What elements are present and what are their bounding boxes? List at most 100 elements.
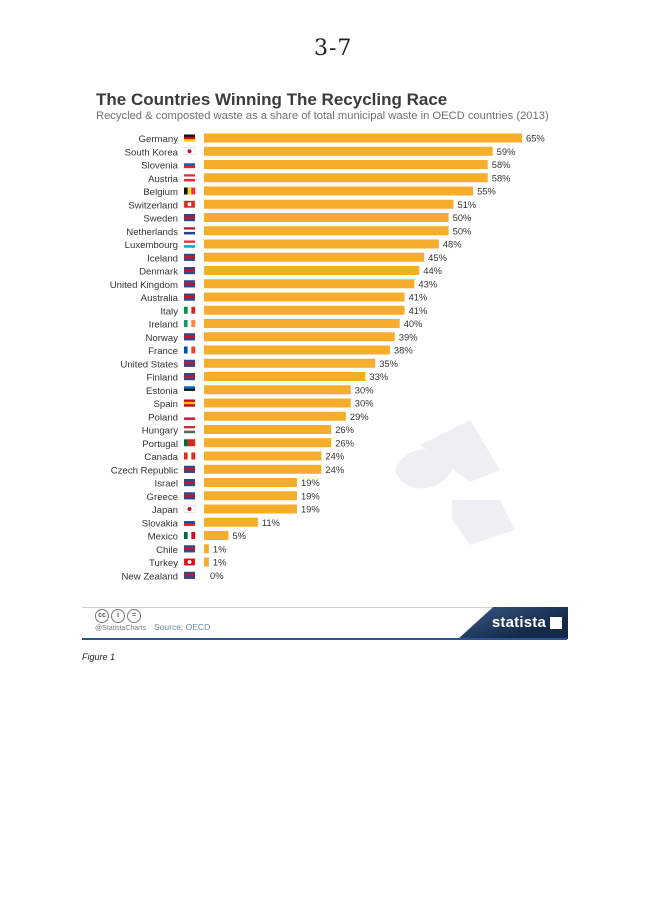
bar-row: Greece 19% (147, 490, 320, 503)
category-label: Japan (152, 505, 178, 516)
category-label: Belgium (143, 187, 178, 198)
statista-logo-text: statista (491, 614, 546, 631)
bar (204, 133, 522, 143)
bar-row: New Zealand 0% (121, 570, 223, 583)
chart-subtitle: Recycled & composted waste as a share of… (96, 110, 549, 122)
bar-row: Czech Republic 24% (111, 464, 344, 477)
bar (204, 226, 449, 236)
value-label: 24% (325, 464, 344, 475)
bar-row: France 38% (148, 345, 413, 358)
switzerland-flag-icon (183, 200, 196, 208)
category-label: Chile (156, 545, 178, 556)
bar (204, 292, 405, 302)
belgium-flag-icon (184, 187, 196, 195)
bar-row: Israel 19% (155, 477, 320, 490)
bar-row: Slovenia 58% (141, 159, 510, 172)
value-label: 45% (428, 252, 447, 263)
slovenia-flag-icon (184, 161, 195, 169)
bar-row: Netherlands 50% (126, 225, 471, 238)
bar (204, 544, 209, 554)
category-label: Israel (155, 479, 178, 490)
bar (204, 319, 400, 328)
bar-row: Finland 33% (147, 371, 389, 384)
bar (204, 491, 297, 501)
bar-row: South Korea 59% (125, 146, 516, 159)
bar-row: Estonia 30% (146, 384, 374, 397)
bar (204, 252, 425, 262)
value-label: 5% (232, 530, 246, 541)
value-label: 58% (492, 159, 511, 170)
bar-row: Sweden 50% (143, 212, 471, 225)
value-label: 44% (423, 265, 442, 276)
category-label: South Korea (125, 147, 179, 158)
bar (204, 478, 297, 487)
category-label: Portugal (142, 439, 178, 450)
statista-handle: @StatistaCharts (95, 625, 147, 632)
bar-row: United States 35% (120, 358, 398, 371)
category-label: Iceland (147, 253, 178, 264)
netherlands-flag-icon (184, 227, 195, 235)
value-label: 26% (335, 437, 354, 448)
bar (204, 464, 322, 474)
value-label: 55% (477, 186, 496, 197)
value-label: 0% (210, 570, 224, 581)
bar-row: Slovakia 11% (142, 517, 280, 530)
footer-rule (82, 638, 567, 640)
bar (204, 425, 332, 434)
value-label: 11% (262, 517, 280, 528)
value-label: 41% (409, 305, 428, 316)
category-label: Norway (145, 333, 178, 344)
value-label: 50% (453, 225, 472, 236)
category-label: Czech Republic (111, 465, 178, 476)
category-label: Slovakia (142, 518, 179, 529)
japan-flag-icon (183, 505, 196, 513)
bar (204, 332, 395, 342)
bar-row: Chile 1% (156, 543, 226, 556)
bar-row: Austria 58% (148, 172, 510, 185)
ireland-flag-icon (184, 320, 196, 327)
bar-row: Ireland 40% (149, 318, 423, 331)
bar-row: Turkey 1% (149, 557, 226, 570)
portugal-flag-icon (184, 439, 196, 447)
bar (204, 345, 390, 355)
sweden-flag-icon (184, 214, 195, 222)
bar-row: Portugal 26% (142, 437, 354, 450)
bar (204, 173, 488, 183)
value-label: 41% (409, 292, 428, 303)
canada-flag-icon (184, 452, 196, 460)
value-label: 1% (213, 543, 227, 554)
value-label: 38% (394, 345, 413, 356)
category-label: Greece (147, 492, 178, 503)
bar (204, 557, 209, 567)
value-label: 29% (350, 411, 369, 422)
recycle-watermark-icon (395, 420, 515, 545)
bar-row: Mexico 5% (148, 530, 246, 543)
category-label: Spain (153, 399, 178, 410)
bar-row: Iceland 45% (147, 252, 447, 265)
israel-flag-icon (184, 479, 195, 487)
category-label: Denmark (139, 267, 178, 278)
bar (204, 531, 229, 540)
bar (204, 411, 346, 421)
bar-row: United Kingdom 43% (110, 278, 437, 291)
value-label: 39% (399, 331, 418, 342)
bar-row: Spain 30% (153, 398, 373, 411)
bar-row: Poland 29% (148, 411, 369, 424)
category-label: France (148, 346, 178, 357)
category-label: Poland (148, 412, 178, 423)
mexico-flag-icon (184, 532, 196, 539)
category-label: Hungary (142, 426, 178, 437)
category-label: Estonia (146, 386, 179, 397)
category-label: Mexico (148, 532, 178, 543)
value-label: 48% (443, 239, 462, 250)
value-label: 35% (379, 358, 398, 369)
category-label: Canada (144, 452, 178, 463)
luxembourg-flag-icon (184, 240, 195, 248)
attribution-icon: i (111, 609, 125, 623)
category-label: United States (120, 359, 178, 370)
value-label: 40% (404, 318, 423, 329)
license-icons: cc i = (95, 609, 141, 623)
bar (204, 517, 258, 527)
bar-row: Hungary 26% (142, 424, 354, 437)
bar (204, 305, 405, 315)
